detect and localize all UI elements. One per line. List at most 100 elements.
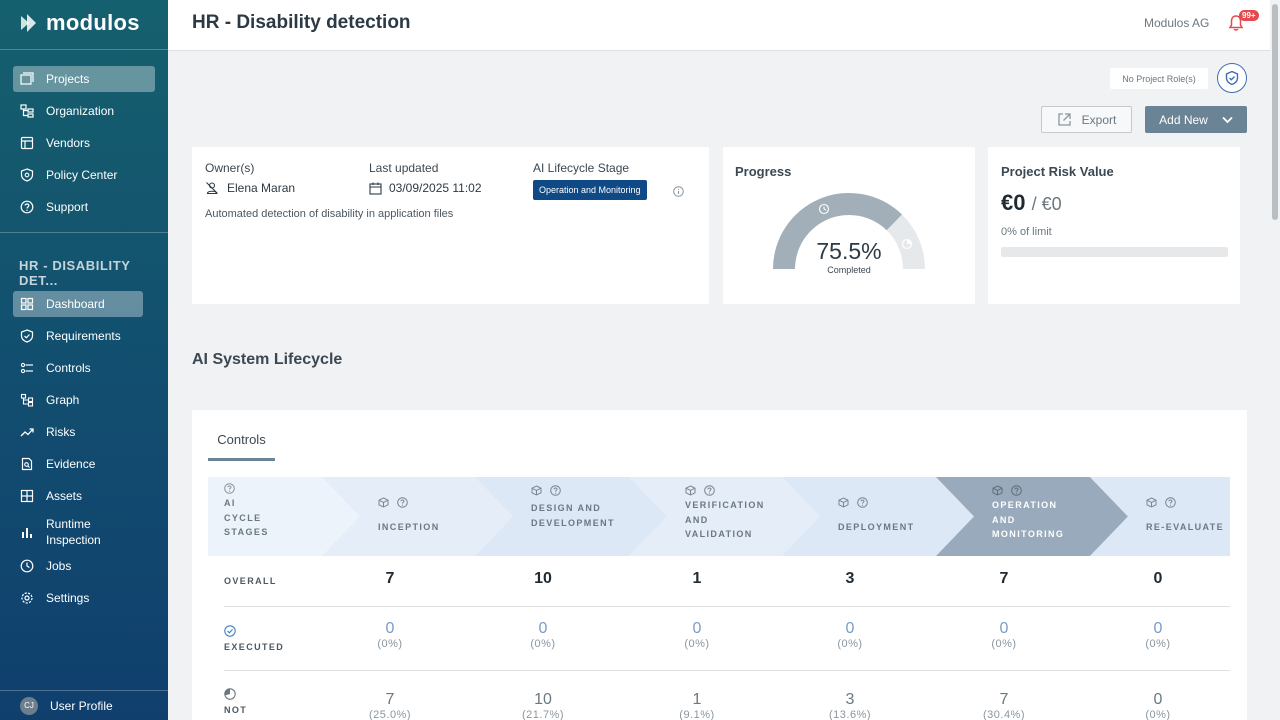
sidebar-divider xyxy=(0,49,168,50)
export-label: Export xyxy=(1081,112,1117,127)
role-shield-icon[interactable] xyxy=(1217,63,1247,93)
not-executed-count[interactable]: 7 (25.0%) xyxy=(350,691,430,720)
owner-label: Owner(s) xyxy=(205,161,255,175)
sidebar-item-assets[interactable]: Assets xyxy=(13,483,82,509)
stages-header-word: AI xyxy=(224,498,236,508)
company-name[interactable]: Modulos AG xyxy=(1144,16,1210,30)
not-executed-count[interactable]: 3 (13.6%) xyxy=(810,691,890,720)
sidebar-item-label: Settings xyxy=(46,591,90,605)
help-icon[interactable] xyxy=(550,485,561,496)
executed-count[interactable]: 0 (0%) xyxy=(657,620,737,650)
progress-percent: 75.5% xyxy=(816,238,882,264)
overall-count: 1 xyxy=(692,570,702,587)
executed-value: 0 xyxy=(692,620,702,637)
bell-icon[interactable] xyxy=(1228,14,1244,37)
owner-name[interactable]: Elena Maran xyxy=(227,181,296,195)
help-icon[interactable] xyxy=(224,483,235,494)
scrollbar-thumb[interactable] xyxy=(1272,4,1278,220)
not-executed-percent: (21.7%) xyxy=(521,709,565,720)
sidebar-item-graph[interactable]: Graph xyxy=(13,387,79,413)
dashboard-icon xyxy=(20,297,34,311)
page-scrollbar[interactable] xyxy=(1270,0,1280,720)
stage-arrow xyxy=(629,477,820,556)
sidebar-item-risks[interactable]: Risks xyxy=(13,419,75,445)
executed-count[interactable]: 0 (0%) xyxy=(350,620,430,650)
stage-arrow xyxy=(475,477,667,556)
help-icon[interactable] xyxy=(397,497,408,508)
not-executed-count[interactable]: 10 (21.7%) xyxy=(503,691,583,720)
stage-verification-and-validation: VERIFICATION AND VALIDATION xyxy=(685,485,775,564)
assets-icon xyxy=(20,489,34,503)
lifecycle-stages: AI CYCLE STAGES INCEPTION DESIGN AND DEVELOP… xyxy=(208,477,1230,556)
vendors-icon xyxy=(20,136,34,150)
sidebar-item-label: Organization xyxy=(46,104,115,118)
lifecycle-stage-tag: Operation and Monitoring xyxy=(533,180,647,200)
sidebar-item-evidence[interactable]: Evidence xyxy=(13,451,95,477)
sidebar-item-label: Evidence xyxy=(46,457,96,471)
executed-count[interactable]: 0 (0%) xyxy=(503,620,583,650)
sidebar-item-label: Support xyxy=(46,200,89,214)
help-icon[interactable] xyxy=(704,485,715,496)
not-executed-count[interactable]: 0 (0%) xyxy=(1118,691,1198,720)
risk-title: Project Risk Value xyxy=(1001,164,1114,179)
controls-icon xyxy=(20,362,33,374)
modulos-logo[interactable]: modulos xyxy=(18,10,140,36)
risk-amount: €0 xyxy=(1001,190,1026,215)
cube-icon xyxy=(531,485,542,496)
person-off-icon xyxy=(206,182,218,195)
pie-icon xyxy=(901,238,913,250)
executed-value: 0 xyxy=(999,620,1009,637)
executed-percent: (0%) xyxy=(530,638,556,650)
executed-percent: (0%) xyxy=(684,638,710,650)
not-executed-count[interactable]: 1 (9.1%) xyxy=(657,691,737,720)
organization-icon xyxy=(20,104,34,118)
executed-count[interactable]: 0 (0%) xyxy=(964,620,1044,650)
help-icon[interactable] xyxy=(1165,497,1176,508)
add-new-label: Add New xyxy=(1159,112,1208,127)
row-divider xyxy=(224,606,1230,607)
sidebar-item-vendors[interactable]: Vendors xyxy=(13,130,90,156)
sidebar-item-label: Runtime Inspection xyxy=(46,517,101,547)
sidebar-item-policy-center[interactable]: Policy Center xyxy=(13,162,117,188)
export-icon xyxy=(1058,113,1071,126)
settings-icon xyxy=(21,592,33,604)
stage-deployment: DEPLOYMENT xyxy=(838,497,928,576)
sidebar-item-controls[interactable]: Controls xyxy=(13,355,91,381)
lifecycle-stage-label: AI Lifecycle Stage xyxy=(533,161,630,175)
top-bar: HR - Disability detection Modulos AG 99+ xyxy=(168,0,1270,51)
risk-value: €0 / €0 xyxy=(1001,190,1062,216)
help-icon[interactable] xyxy=(1011,485,1022,496)
executed-count[interactable]: 0 (0%) xyxy=(810,620,890,650)
sidebar-item-organization[interactable]: Organization xyxy=(13,98,114,124)
risk-progress-bar xyxy=(1001,247,1228,257)
tab-controls[interactable]: Controls xyxy=(208,427,275,461)
sidebar-item-label: Dashboard xyxy=(46,297,105,311)
sidebar-item-jobs[interactable]: Jobs xyxy=(13,553,71,579)
add-new-button[interactable]: Add New xyxy=(1145,106,1247,133)
gauge-fill xyxy=(773,193,902,269)
overall-count: 7 xyxy=(385,570,395,587)
sidebar-item-support[interactable]: Support xyxy=(13,194,88,220)
help-icon[interactable] xyxy=(857,497,868,508)
stages-header-word: STAGES xyxy=(224,527,269,537)
sidebar-item-settings[interactable]: Settings xyxy=(13,585,89,611)
sidebar-item-runtime-inspection[interactable]: Runtime Inspection xyxy=(13,516,133,548)
not-executed-percent: (30.4%) xyxy=(982,709,1026,720)
sidebar-item-dashboard[interactable]: Dashboard xyxy=(13,291,143,317)
not-executed-count[interactable]: 7 (30.4%) xyxy=(964,691,1044,720)
overall-count: 7 xyxy=(999,570,1009,587)
executed-count[interactable]: 0 (0%) xyxy=(1118,620,1198,650)
user-profile[interactable]: CJ User Profile xyxy=(0,690,168,720)
export-button[interactable]: Export xyxy=(1041,106,1132,133)
info-icon[interactable] xyxy=(673,184,684,202)
logo-text: modulos xyxy=(46,10,140,35)
sidebar-item-label: Risks xyxy=(46,425,76,439)
executed-value: 0 xyxy=(1153,620,1163,637)
stage-design-and-development: DESIGN AND DEVELOPMENT xyxy=(531,485,621,564)
progress-gauge xyxy=(773,193,925,269)
graph-icon xyxy=(20,393,34,407)
sidebar-item-requirements[interactable]: Requirements xyxy=(13,323,121,349)
sidebar-item-projects[interactable]: Projects xyxy=(13,66,155,92)
overall-count: 3 xyxy=(845,570,855,587)
last-updated-value: 03/09/2025 11:02 xyxy=(389,181,482,195)
